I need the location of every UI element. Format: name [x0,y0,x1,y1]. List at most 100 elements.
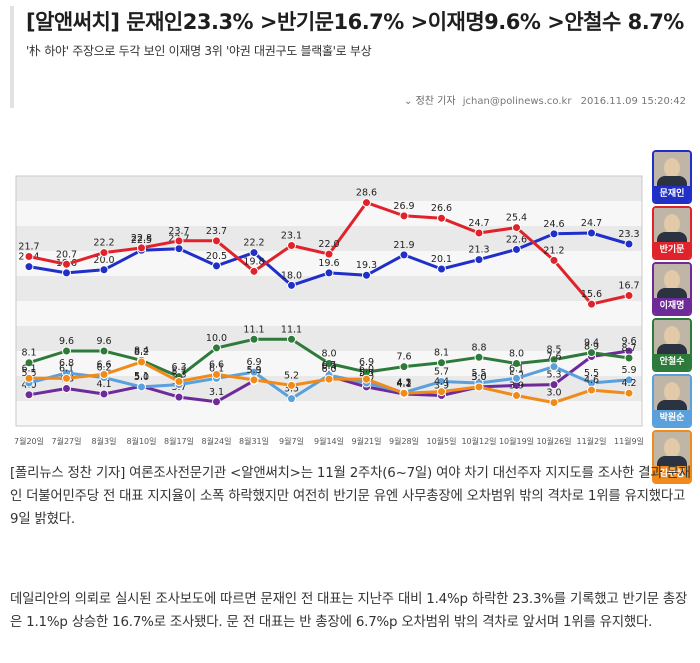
data-point [137,243,146,253]
data-label: 9.4 [584,338,599,349]
data-point [399,362,409,372]
x-tick-label: 8월31일 [239,436,269,446]
x-tick-label: 9월28일 [389,436,419,446]
data-point [249,248,259,258]
data-point [249,375,259,385]
data-point [174,376,184,386]
data-point [587,228,596,238]
data-label: 8.0 [321,349,336,360]
data-label: 4.6 [584,375,599,386]
data-label: 3.0 [546,388,561,399]
x-tick-label: 11월2일 [577,436,607,446]
article-paragraph-1: [폴리뉴스 정찬 기자] 여론조사전문기관 <알앤써치>는 11월 2주차(6~… [10,466,691,527]
data-label: 10.0 [206,333,227,344]
data-label: 5.2 [284,370,299,381]
data-point [324,249,334,259]
data-point [62,259,71,269]
data-point [362,198,371,208]
data-point [212,236,221,246]
data-point [24,373,34,383]
data-label: 5.1 [134,371,149,382]
publish-date: 2016.11.09 15:20:42 [580,96,686,107]
legend-label: 안철수 [654,354,690,370]
data-label: 4.3 [396,377,411,388]
x-tick-label: 7월20일 [14,436,44,446]
data-label: 5.9 [621,365,636,376]
data-label: 5.5 [584,368,599,379]
data-label: 6.5 [321,360,336,371]
legend-item: 박원순 [652,374,692,428]
data-point [324,374,334,384]
candidate-photo-icon [654,152,690,190]
data-point [474,382,484,392]
grid-band [16,401,642,426]
data-point [624,375,634,385]
data-point [324,359,334,368]
data-label: 5.3 [171,370,186,381]
data-label: 22.2 [93,238,114,249]
data-point [474,352,484,362]
data-label: 5.0 [134,372,149,383]
data-label: 24.7 [468,218,489,229]
data-label: 6.9 [359,357,374,368]
plot-frame [15,175,643,427]
data-label: 21.9 [393,240,414,251]
x-tick-label: 9월21일 [352,436,382,446]
x-tick-label: 10월12일 [461,436,496,446]
data-label: 8.4 [134,345,149,356]
data-label: 8.7 [621,343,636,354]
x-tick-label: 8월24일 [202,436,232,446]
data-label: 8.5 [546,345,561,356]
data-label: 6.9 [246,357,261,368]
data-point [362,270,371,280]
data-point [62,373,71,383]
legend-label: 김무성 [654,466,690,482]
data-label: 8.0 [509,349,524,360]
data-label: 26.6 [431,203,452,214]
data-point [24,358,34,368]
x-tick-label: 10월19일 [499,436,534,446]
data-point [549,398,559,408]
chevron-down-icon[interactable]: ⌄ [404,96,413,107]
data-label: 16.7 [618,281,639,292]
grid-band [16,176,642,201]
data-label: 6.1 [21,363,36,374]
data-label: 15.6 [581,289,602,300]
data-label: 6.0 [359,364,374,375]
data-label: 5.3 [546,370,561,381]
data-point [624,291,634,301]
data-label: 6.0 [321,364,336,375]
data-label: 23.3 [618,229,639,240]
data-point [137,357,146,367]
data-label: 24.7 [581,218,602,229]
author-email[interactable]: jchan@polinews.co.kr [462,96,572,107]
data-point [212,261,221,271]
data-point [137,382,146,392]
data-point [99,369,109,379]
poll-chart: 20.419.620.022.522.720.522.218.019.619.3… [8,150,694,460]
data-label: 21.7 [18,241,39,252]
data-point [437,376,446,386]
x-tick-label: 7월27일 [52,436,82,446]
data-label: 22.5 [131,235,152,246]
candidate-photo-icon [654,376,690,414]
data-label: 5.7 [434,366,449,377]
data-point [587,348,596,358]
data-point [512,359,521,368]
data-label: 22.0 [318,239,339,250]
data-label: 4.2 [396,378,411,389]
data-label: 20.0 [93,255,114,266]
data-point [399,250,409,260]
legend-label: 박원순 [654,410,690,426]
author-name[interactable]: 정찬 기자 [415,96,456,107]
data-label: 20.5 [206,251,227,262]
data-point [24,262,34,272]
candidate-photo-icon [654,208,690,246]
x-tick-label: 11월9일 [614,436,644,446]
legend-item: 안철수 [652,318,692,372]
data-label: 22.8 [131,233,152,244]
data-point [287,394,296,404]
byline: ⌄ 정찬 기자 jchan@polinews.co.kr 2016.11.09 … [404,92,686,107]
x-tick-label: 8월3일 [92,436,117,446]
data-label: 6.1 [509,363,524,374]
